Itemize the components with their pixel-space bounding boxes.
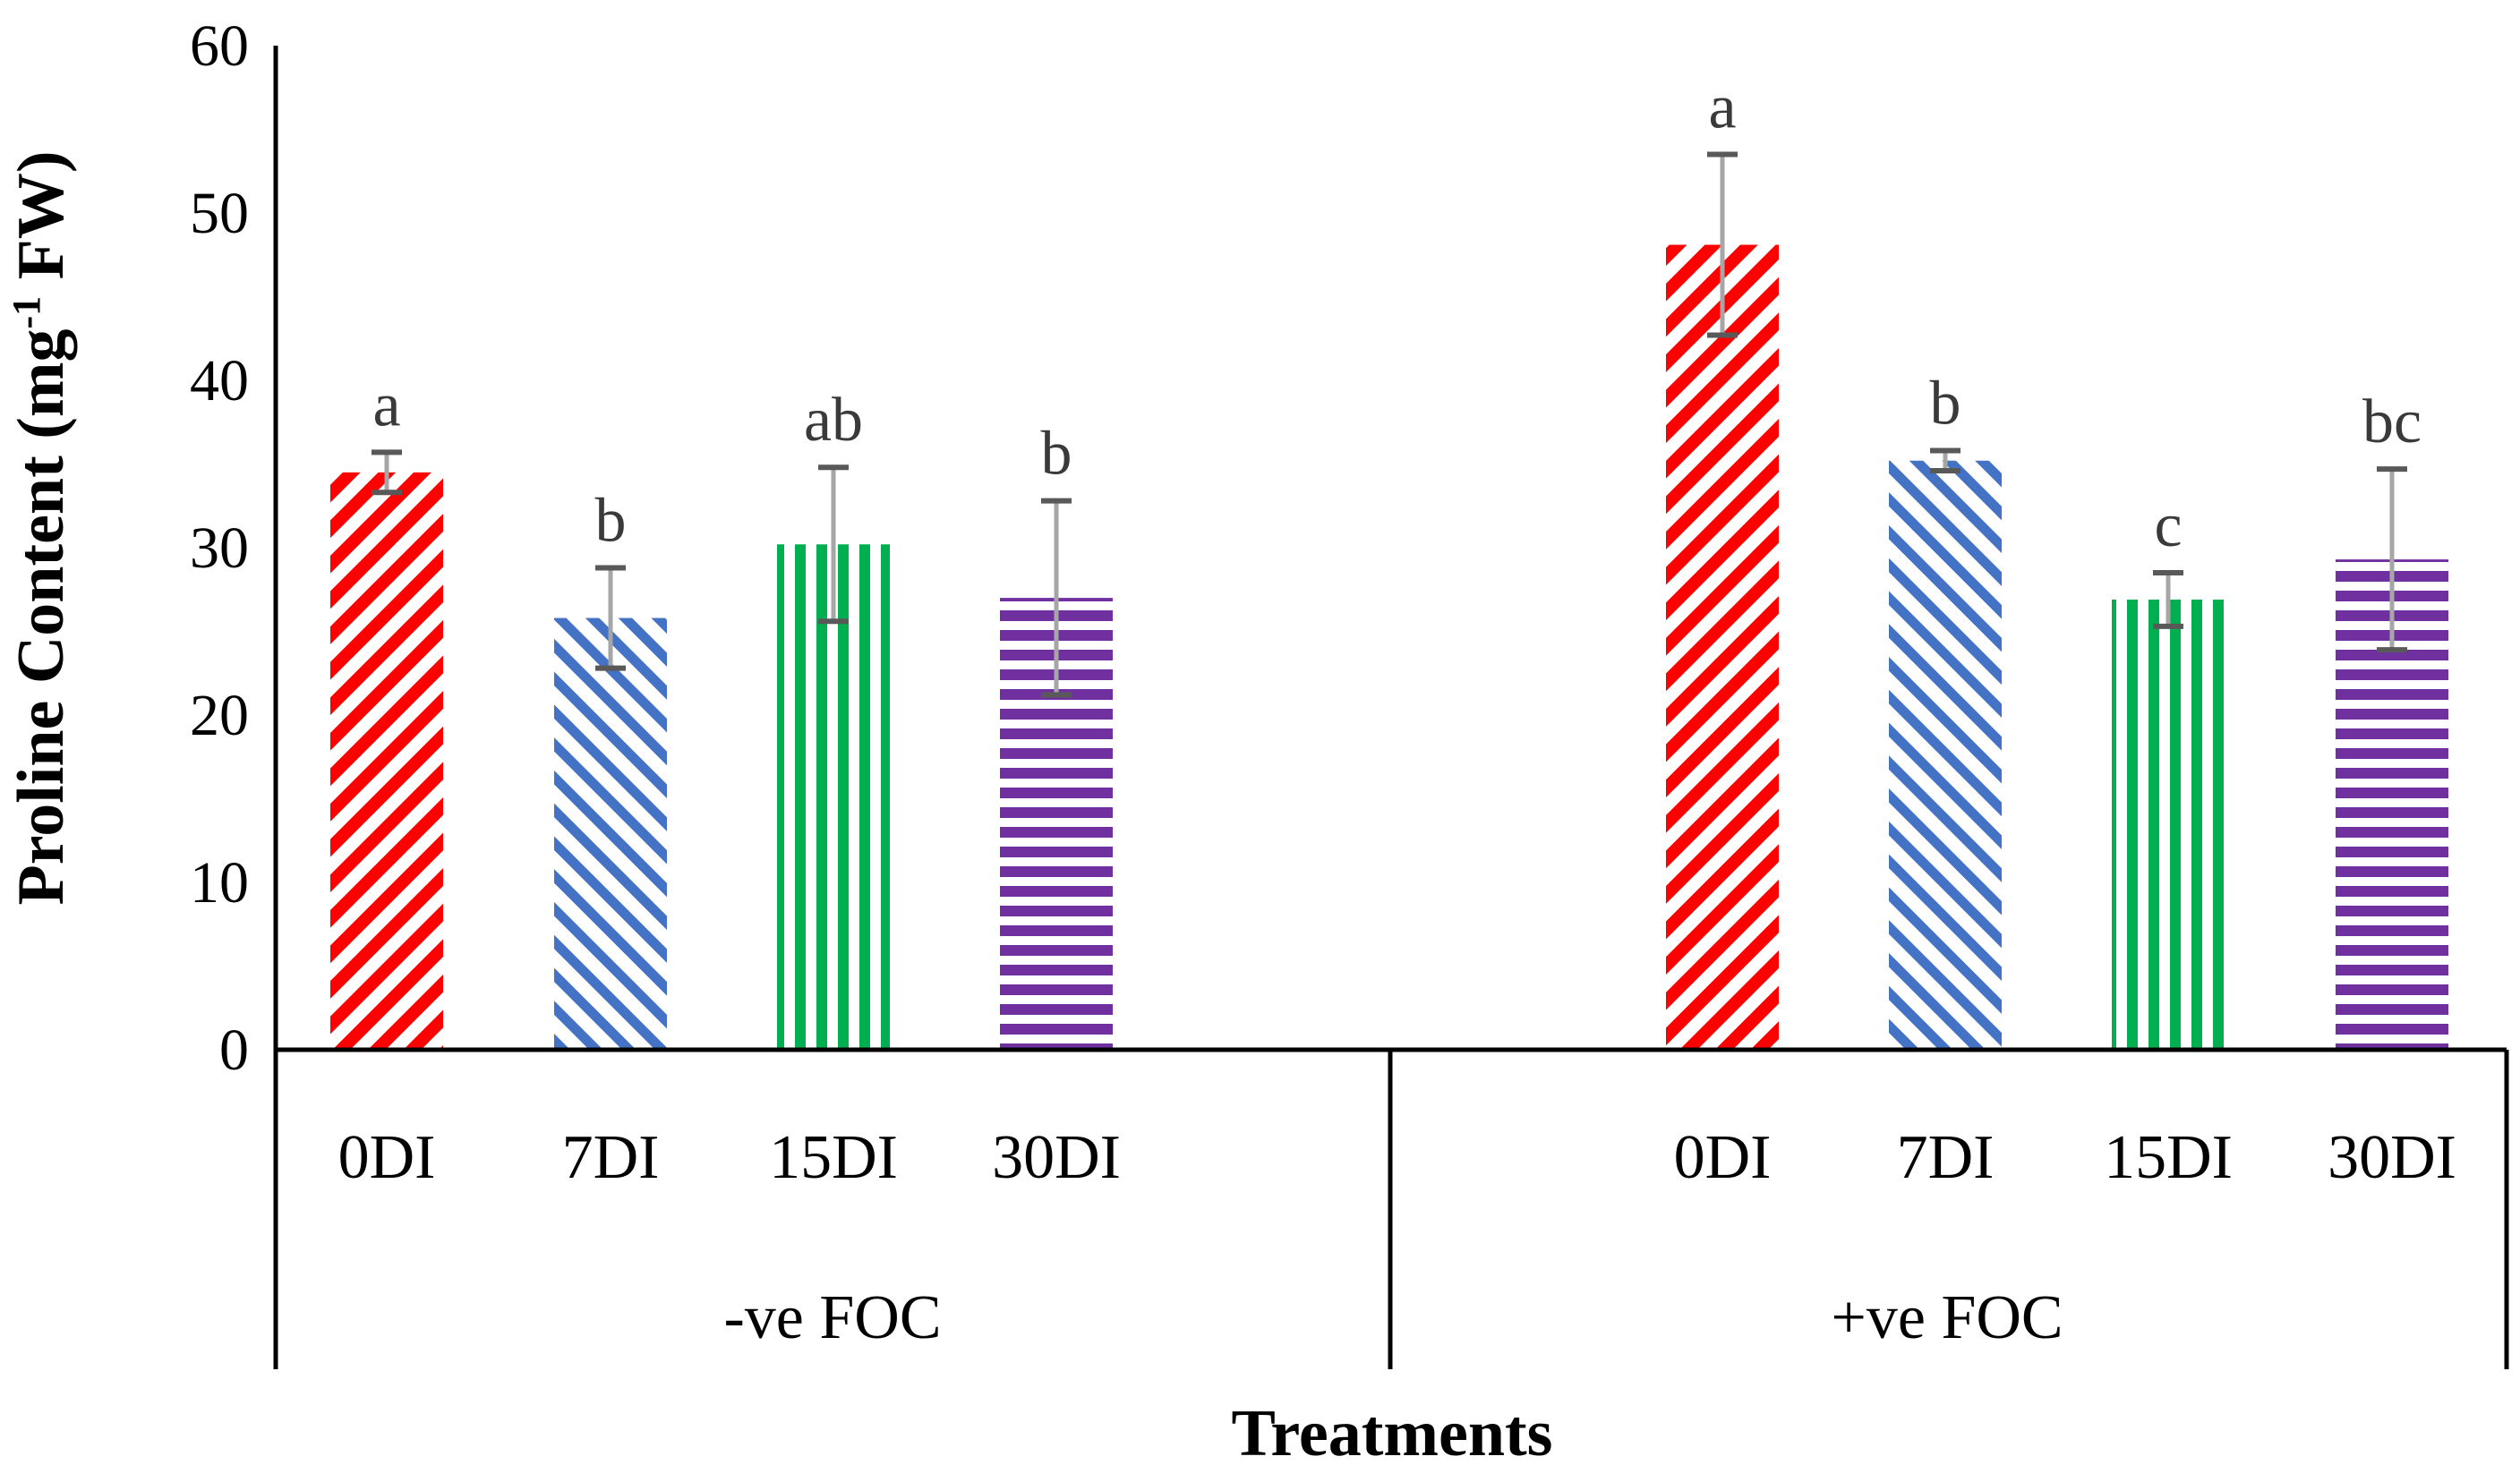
y-tick-label: 20	[190, 683, 249, 748]
y-tick-label: 10	[190, 850, 249, 916]
group-label: +ve FOC	[1831, 1283, 2063, 1352]
y-axis-title-main: Proline Content (mg	[4, 329, 78, 906]
y-axis: 0 10 20 30 40 50 60	[190, 13, 278, 1083]
x-category-label: 30DI	[2328, 1123, 2456, 1192]
significance-letter: c	[2154, 491, 2182, 560]
x-category-label: 0DI	[1674, 1123, 1772, 1192]
x-category-label: 30DI	[992, 1123, 1121, 1192]
bar	[1666, 244, 1779, 1050]
x-category-label: 0DI	[338, 1123, 436, 1192]
group-label: -ve FOC	[723, 1283, 941, 1352]
y-axis-title: Proline Content (mg-1 FW)	[4, 150, 78, 905]
significance-letter: b	[1930, 370, 1961, 439]
y-tick-label: 50	[190, 181, 249, 246]
x-axis-title: Treatments	[1232, 1397, 1553, 1470]
significance-letter: ab	[804, 386, 863, 455]
bar	[554, 618, 667, 1050]
significance-letter: b	[595, 486, 627, 555]
bar	[1889, 460, 2002, 1050]
bar	[330, 472, 443, 1050]
x-category-label: 15DI	[2104, 1123, 2233, 1192]
y-tick-label: 30	[190, 515, 249, 581]
significance-letter: a	[1708, 73, 1736, 142]
significance-letter: bc	[2362, 388, 2422, 456]
bar	[2112, 599, 2225, 1050]
x-axis: -ve FOC 0DI 7DI 15DI 30DI +ve FOC 0DI 7DI 15DI 30…	[273, 1047, 2509, 1369]
y-axis-title-tail: FW)	[4, 150, 78, 295]
y-tick-label: 60	[190, 13, 249, 79]
y-tick-label: 0	[219, 1018, 249, 1083]
bar	[777, 544, 890, 1050]
x-category-label: 7DI	[1897, 1123, 1995, 1192]
significance-letter: b	[1041, 420, 1072, 489]
x-category-label: 7DI	[562, 1123, 660, 1192]
x-category-label: 15DI	[769, 1123, 898, 1192]
y-axis-title-sup: -1	[4, 296, 48, 329]
significance-letter: a	[372, 370, 400, 439]
y-tick-label: 40	[190, 348, 249, 413]
